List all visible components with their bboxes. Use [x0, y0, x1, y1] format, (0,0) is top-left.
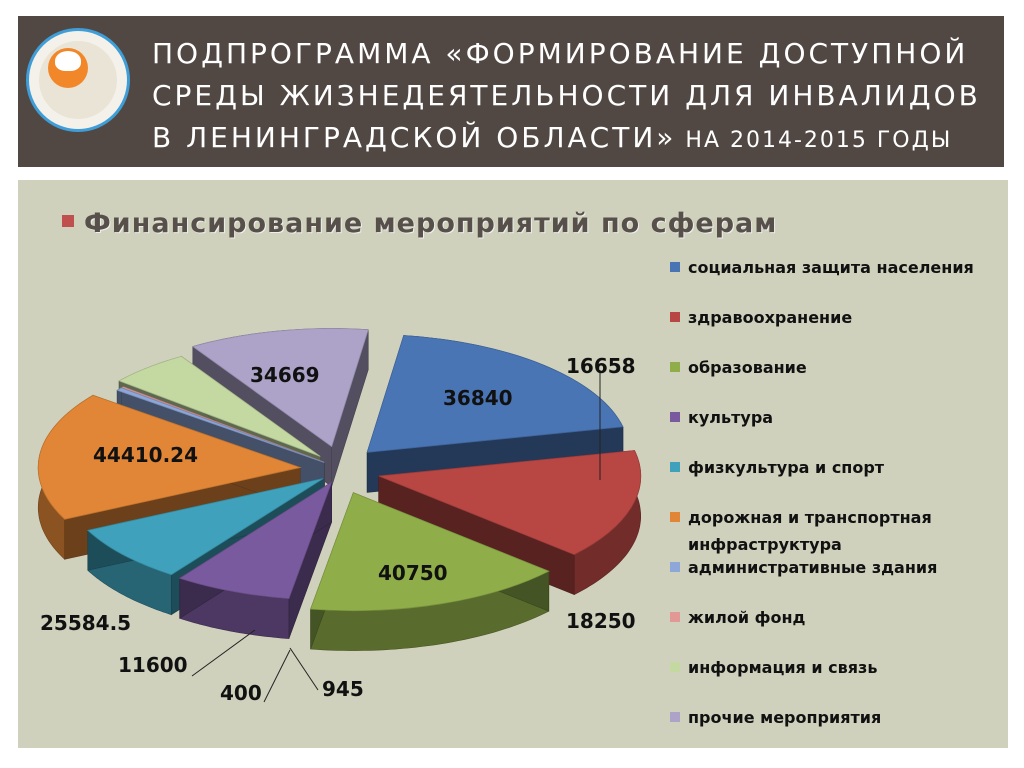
pie-slice-2	[378, 450, 642, 596]
data-label-9: 11600	[118, 653, 188, 677]
logo-dove-icon	[55, 51, 81, 71]
data-label-3: 36840	[443, 386, 513, 410]
page-title: ПОДПРОГРАММА «ФОРМИРОВАНИЕ ДОСТУПНОЙ СРЕ…	[152, 33, 992, 162]
page-title-main: ПОДПРОГРАММА «ФОРМИРОВАНИЕ ДОСТУПНОЙ СРЕ…	[152, 37, 981, 154]
legend-label-6: дорожная и транспортная инфраструктура	[688, 508, 932, 554]
data-label-1: 44410.24	[93, 443, 198, 467]
legend-item-5: физкультура и спорт	[670, 454, 990, 481]
legend-label-2: здравоохранение	[688, 308, 853, 327]
page-title-suffix: НА 2014-2015 ГОДЫ	[676, 128, 953, 153]
pie-slice-4	[178, 481, 333, 639]
legend-item-8: жилой фонд	[670, 604, 990, 631]
legend-swatch-4	[670, 412, 680, 422]
chart-title-bullet	[62, 215, 74, 227]
legend-item-3: образование	[670, 354, 990, 381]
legend-label-8: жилой фонд	[688, 608, 806, 627]
pie-slice-top-6	[37, 394, 302, 520]
organization-logo	[26, 28, 130, 132]
legend-label-3: образование	[688, 358, 807, 377]
chart-title: Финансирование мероприятий по сферам	[84, 207, 778, 239]
legend-item-9: информация и связь	[670, 654, 990, 681]
legend-swatch-5	[670, 462, 680, 472]
legend-label-7: административные здания	[688, 558, 938, 577]
legend-label-5: физкультура и спорт	[688, 458, 885, 477]
leader-line-7	[289, 647, 319, 691]
legend-item-1: социальная защита населения	[670, 254, 990, 281]
data-label-7: 945	[322, 677, 364, 701]
data-label-5: 18250	[566, 609, 636, 633]
legend-label-10: прочие мероприятия	[688, 708, 882, 727]
legend-swatch-3	[670, 362, 680, 372]
legend-item-7: административные здания	[670, 554, 990, 581]
leader-line-8	[263, 649, 291, 703]
legend-item-10: прочие мероприятия	[670, 704, 990, 731]
pie-slice-top-3	[310, 492, 550, 612]
legend-swatch-10	[670, 712, 680, 722]
data-label-8: 400	[220, 681, 262, 705]
legend-swatch-7	[670, 562, 680, 572]
pie-slice-3	[310, 492, 550, 651]
pie-slice-top-7	[116, 387, 325, 463]
legend-swatch-9	[670, 662, 680, 672]
legend-item-4: культура	[670, 404, 990, 431]
pie-slice-top-9	[118, 355, 321, 457]
legend-swatch-6	[670, 512, 680, 522]
legend-item-2: здравоохранение	[670, 304, 990, 331]
pie-slice-top-4	[178, 481, 333, 600]
data-label-6: 40750	[378, 561, 448, 585]
data-label-4: 16658	[566, 354, 636, 378]
header-bar	[18, 16, 1004, 167]
legend-item-6: дорожная и транспортная инфраструктура	[670, 504, 990, 558]
chart-title-row: Финансирование мероприятий по сферам	[62, 203, 777, 243]
legend-label-4: культура	[688, 408, 774, 427]
leader-line-9	[191, 629, 256, 677]
pie-slice-top-5	[86, 478, 324, 576]
pie-slice-top-2	[378, 450, 642, 556]
legend-swatch-1	[670, 262, 680, 272]
data-label-2: 34669	[250, 363, 320, 387]
legend-swatch-8	[670, 612, 680, 622]
legend-swatch-2	[670, 312, 680, 322]
legend-label-9: информация и связь	[688, 658, 878, 677]
pie-slice-top-10	[191, 328, 369, 448]
legend-label-1: социальная защита населения	[688, 258, 974, 277]
data-label-10: 25584.5	[40, 611, 131, 635]
pie-slice-top-1	[366, 335, 624, 453]
